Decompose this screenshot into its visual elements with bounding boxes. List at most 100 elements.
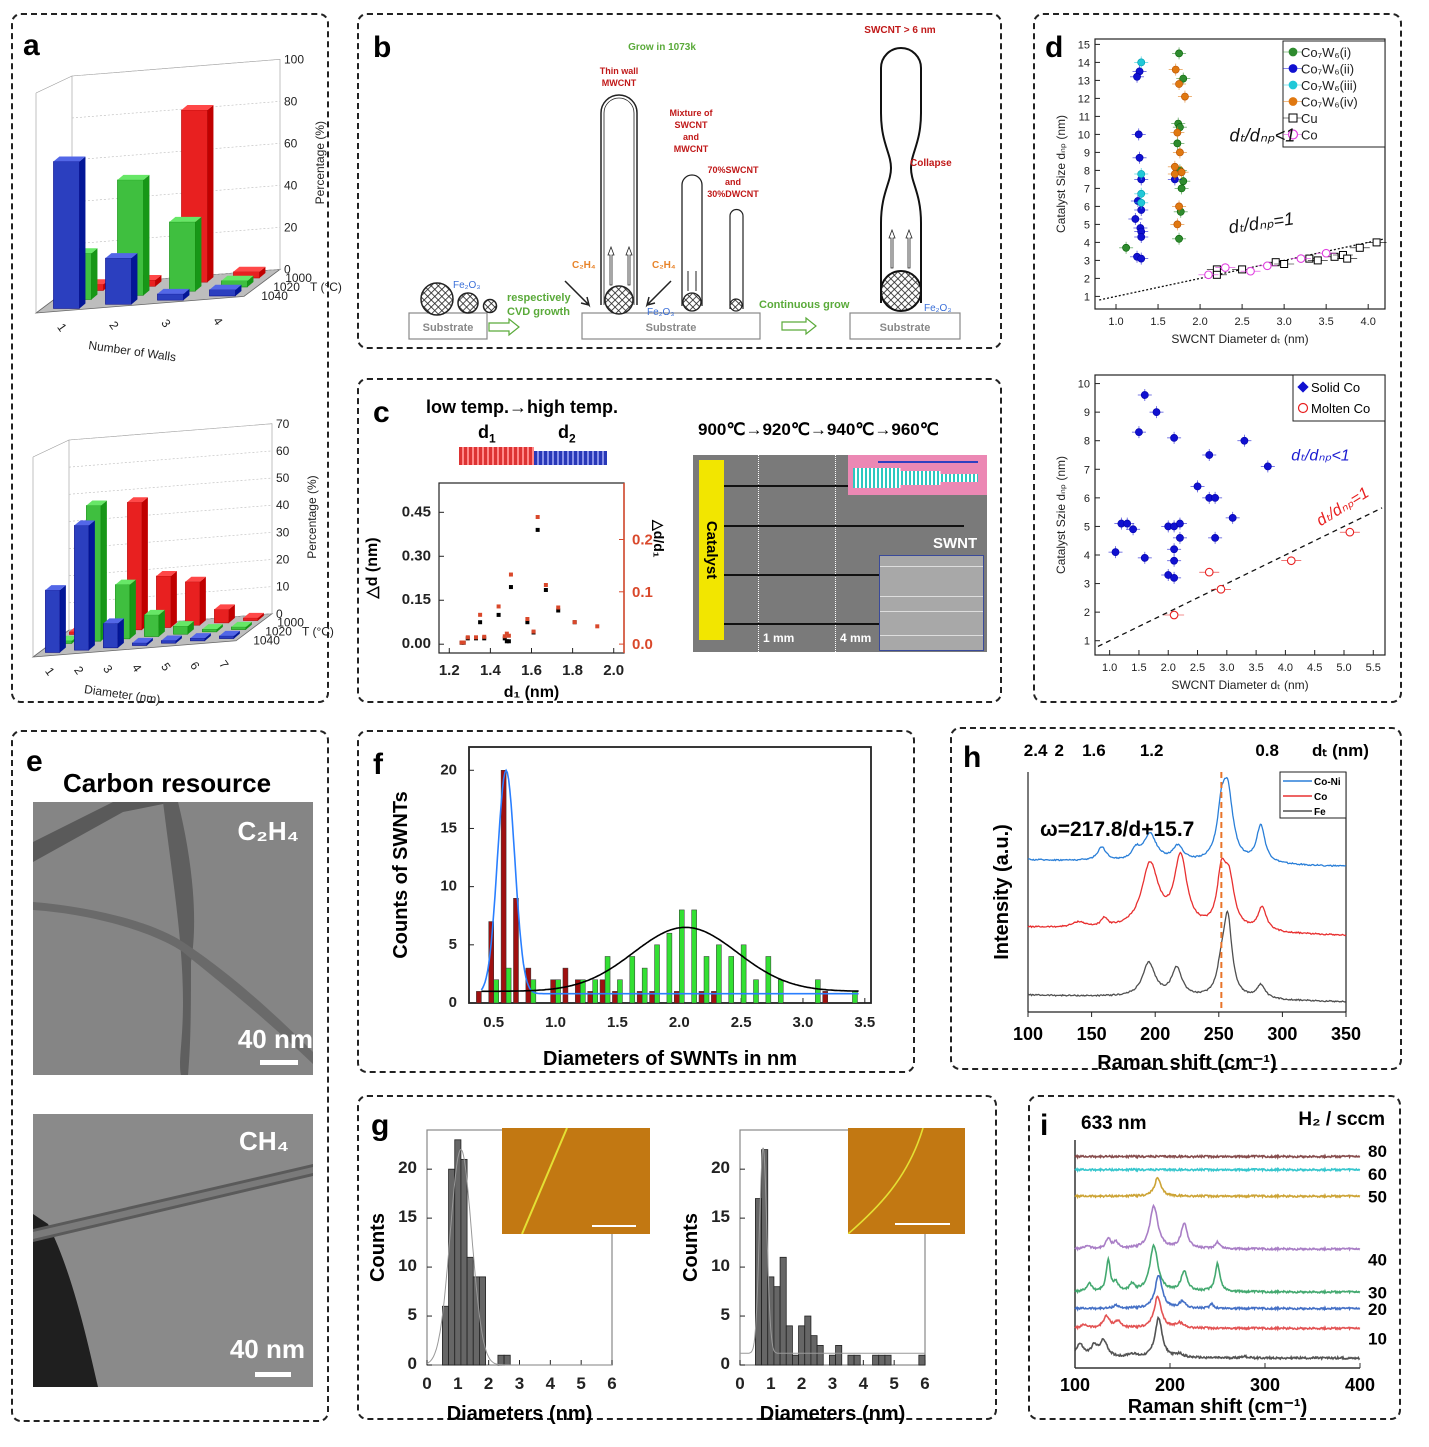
y-axis-label: Intensity (a.u.) <box>991 824 1013 960</box>
swnt-line <box>724 623 879 625</box>
y-tick-label: 4 <box>1084 237 1090 249</box>
data-point <box>1313 256 1322 265</box>
y-tick-label: 30 <box>276 525 290 539</box>
d1-label: d1 <box>478 422 496 446</box>
series-label: 50 <box>1368 1188 1387 1207</box>
data-point <box>502 634 507 639</box>
bar <box>740 944 747 1004</box>
y-tick-label: 0 <box>284 262 291 276</box>
data-point <box>508 585 513 590</box>
bar-top <box>190 633 211 639</box>
data-point <box>1122 243 1131 252</box>
equation: ω=217.8/d+15.7 <box>1040 818 1194 841</box>
bar <box>853 1354 861 1366</box>
x-tick-label: 3.0 <box>793 1014 814 1031</box>
y-tick-label: 5 <box>449 936 457 953</box>
x-tick-label: 3.0 <box>1219 662 1234 674</box>
y-tick-label: 7 <box>1084 464 1090 476</box>
fit-curve <box>426 1149 612 1366</box>
data-point <box>1111 548 1120 557</box>
legend-title: H₂ / sccm <box>1298 1109 1385 1130</box>
bar-top <box>173 621 194 627</box>
chart-title: 633 nm <box>1081 1113 1146 1134</box>
x-tick-label: 1.2 <box>439 662 460 679</box>
bar-side <box>259 266 266 279</box>
y-axis-label: Catalyst Szie dₙₚ (nm) <box>1054 456 1068 574</box>
panel-b: b <box>357 13 1002 349</box>
series-label: 80 <box>1368 1142 1387 1161</box>
data-point <box>1170 433 1178 442</box>
reference-line <box>1099 238 1386 301</box>
bar-top <box>202 624 223 630</box>
panel-label: d <box>1045 31 1064 64</box>
c-right-title: 900℃→920℃→940℃→960℃ <box>698 420 939 439</box>
bar-side <box>143 174 150 296</box>
y-tick-label: 5 <box>721 1305 730 1324</box>
legend-label: Co₇W₆(i) <box>1301 45 1351 60</box>
collapse-label: Collapse <box>910 158 952 169</box>
catalyst-particle <box>482 298 498 314</box>
y-tick-label: 6 <box>1084 493 1090 505</box>
data-point <box>478 620 483 625</box>
x-tick-label: 6 <box>187 659 202 673</box>
x-tick-label: 1.5 <box>1131 662 1146 674</box>
bar <box>144 614 160 637</box>
y-axis-label: Catalyst Size dₙₚ (nm) <box>1054 115 1068 233</box>
bar <box>448 1168 456 1366</box>
x-tick-label: 1.8 <box>562 662 583 679</box>
bar <box>466 1256 474 1366</box>
scale-bar <box>255 1372 291 1377</box>
bar <box>219 635 235 639</box>
spectrum-line <box>1027 910 1347 1003</box>
x-axis-label: Diameters (nm) <box>447 1403 593 1425</box>
bar-side <box>207 104 214 283</box>
arrow-right-icon <box>488 317 520 337</box>
x-tick-label: 2 <box>484 1374 493 1393</box>
panel-label: b <box>373 31 392 64</box>
data-point <box>531 629 536 634</box>
series-label: 30 <box>1368 1283 1387 1302</box>
data-point <box>1343 254 1352 263</box>
catalyst-bar <box>699 460 724 640</box>
fe2o3-label: Fe₂O₃ <box>647 307 674 318</box>
data-point <box>461 640 466 645</box>
scale-bar-label: 40 nm <box>229 1334 305 1364</box>
plot-frame <box>1094 374 1386 656</box>
data-point <box>459 640 464 645</box>
divider-1mm <box>758 455 759 652</box>
top-edge <box>35 75 73 94</box>
bar-side <box>158 609 165 637</box>
gridline <box>71 143 281 161</box>
data-point <box>1123 519 1132 528</box>
data-point <box>1286 556 1296 566</box>
legend-label: Molten Co <box>1311 401 1370 416</box>
top-tick-label: 0.8 <box>1255 741 1279 760</box>
data-point <box>1176 533 1184 542</box>
data-point <box>1175 202 1183 211</box>
c2h4-label: C₂H₄ <box>572 260 596 271</box>
catalyst-particle <box>604 285 634 315</box>
data-point <box>1179 177 1188 186</box>
bar <box>562 967 569 1004</box>
bar <box>169 221 196 292</box>
bar-top <box>103 618 124 624</box>
y-tick-label: 13 <box>1078 75 1090 87</box>
data-point <box>543 583 548 587</box>
x-axis-label: Raman shift (cm⁻¹) <box>1128 1396 1307 1418</box>
data-point <box>506 639 511 644</box>
y2-tick-label: 0.1 <box>632 584 653 601</box>
data-point <box>1179 74 1188 83</box>
fe2o3-label: Fe₂O₃ <box>924 303 951 314</box>
substrate-label: Substrate <box>423 322 474 334</box>
bar <box>550 979 556 1004</box>
y-tick-label: 15 <box>711 1207 730 1226</box>
mm4-label: 4 mm <box>840 631 872 645</box>
bar <box>53 161 80 309</box>
bar-top <box>127 497 148 503</box>
data-point <box>1170 573 1178 582</box>
bar <box>105 257 132 305</box>
nanotube-small <box>729 208 744 309</box>
bar <box>716 944 722 1004</box>
data-point <box>506 633 511 638</box>
legend-marker <box>1287 129 1299 140</box>
